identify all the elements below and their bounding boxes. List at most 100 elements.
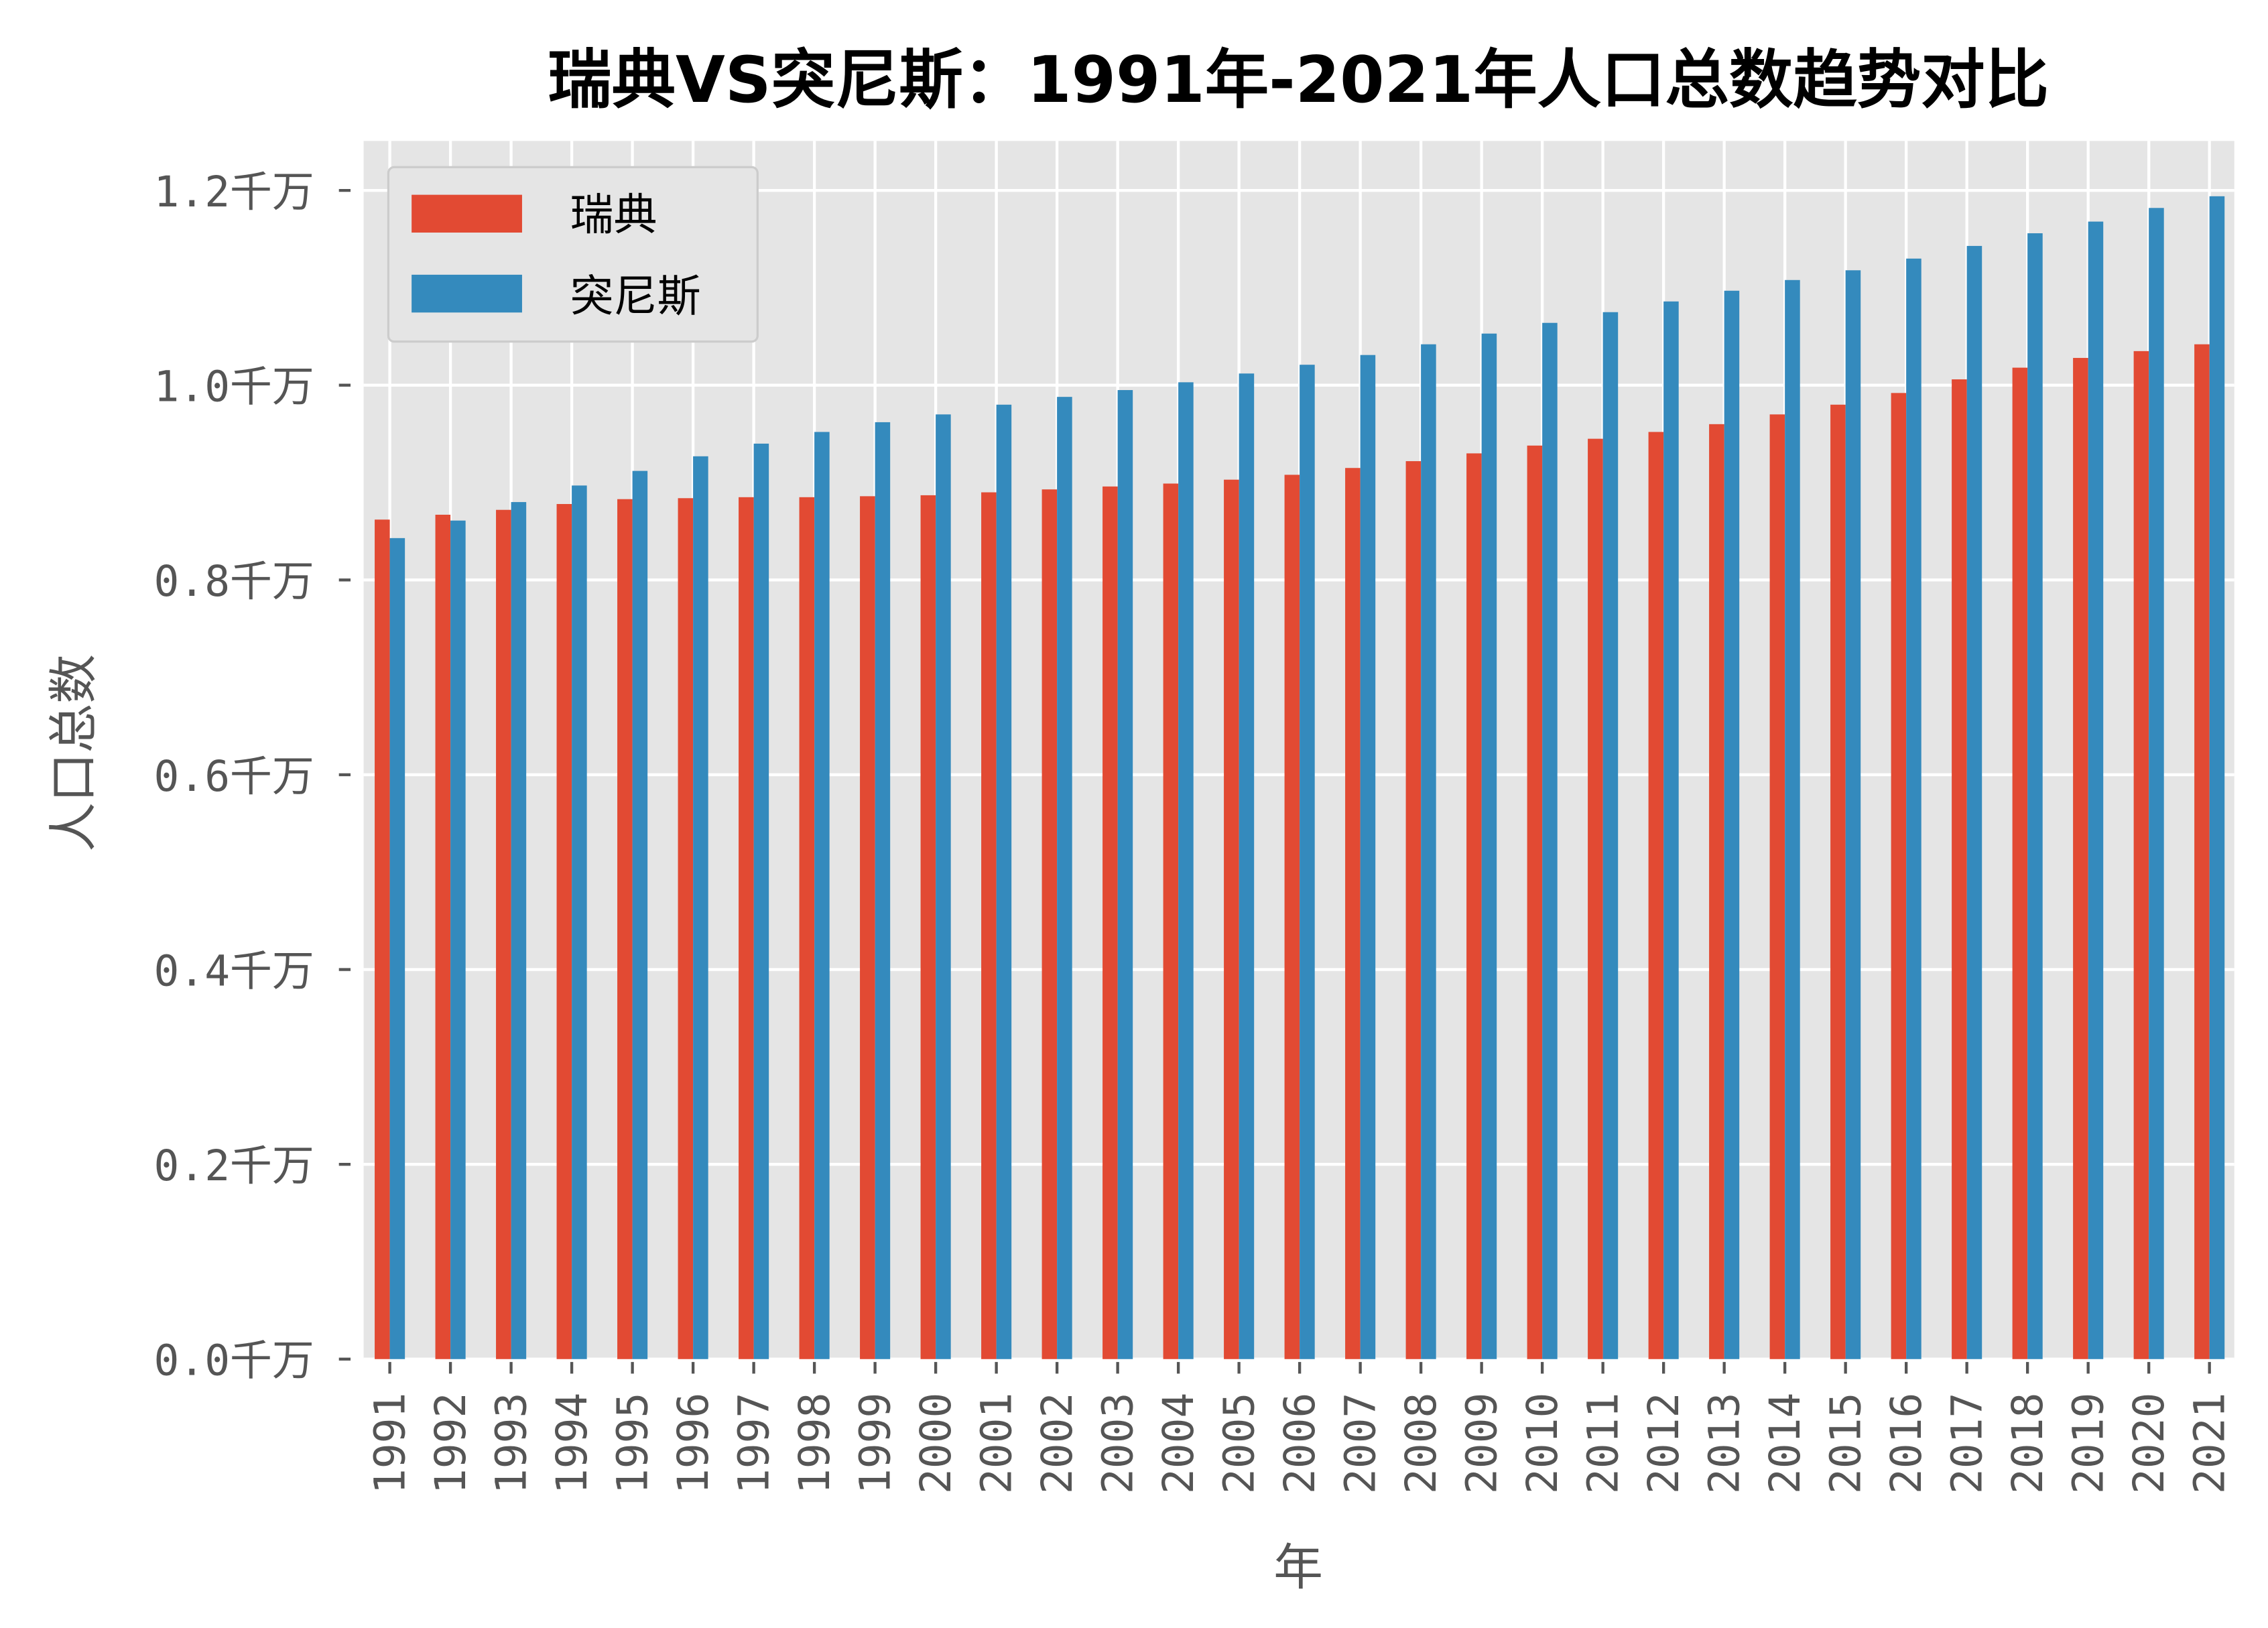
bar-tunisia-1993 xyxy=(511,502,527,1359)
y-tick-label: 0.6千万 xyxy=(154,752,314,801)
x-tick-label: 1999 xyxy=(850,1393,899,1494)
bar-sweden-2016 xyxy=(1891,393,1907,1359)
x-tick-label: 2013 xyxy=(1700,1393,1749,1494)
bar-sweden-1993 xyxy=(496,509,511,1359)
x-tick-label: 2009 xyxy=(1457,1393,1506,1494)
x-tick-label: 1993 xyxy=(487,1393,536,1494)
x-tick-label: 2012 xyxy=(1639,1393,1688,1494)
x-tick-label: 1997 xyxy=(729,1393,778,1494)
bar-tunisia-2005 xyxy=(1239,373,1255,1359)
y-tick-label: 0.2千万 xyxy=(154,1141,314,1190)
bar-sweden-2017 xyxy=(1952,379,1967,1359)
bar-tunisia-1999 xyxy=(875,422,891,1359)
y-tick-label: 0.0千万 xyxy=(154,1336,314,1385)
bar-sweden-1991 xyxy=(375,519,390,1359)
x-tick-label: 2005 xyxy=(1214,1393,1263,1494)
x-tick-label: 1998 xyxy=(790,1393,839,1494)
x-tick-label: 2008 xyxy=(1397,1393,1446,1494)
chart-title: 瑞典VS突尼斯：1991年-2021年人口总数趋势对比 xyxy=(548,42,2049,117)
y-tick-label: 0.4千万 xyxy=(154,946,314,995)
bar-tunisia-2011 xyxy=(1602,312,1619,1359)
bar-tunisia-1996 xyxy=(693,456,708,1359)
bar-tunisia-2017 xyxy=(1966,245,1982,1359)
bar-tunisia-2009 xyxy=(1481,333,1497,1359)
bar-sweden-2003 xyxy=(1102,486,1118,1359)
x-tick-label: 2020 xyxy=(2125,1393,2174,1494)
bar-tunisia-2015 xyxy=(1845,270,1861,1359)
bar-tunisia-2006 xyxy=(1300,365,1315,1359)
x-tick-label: 1995 xyxy=(608,1393,657,1494)
legend-label-sweden: 瑞典 xyxy=(570,190,657,241)
x-axis-label: 年 xyxy=(1273,1540,1323,1596)
x-tick-label: 2007 xyxy=(1336,1393,1385,1494)
bar-tunisia-1992 xyxy=(450,520,466,1359)
bar-tunisia-1997 xyxy=(753,443,769,1359)
x-tick-label: 1996 xyxy=(669,1393,718,1494)
x-tick-label: 2004 xyxy=(1154,1393,1203,1494)
y-axis: 0.0千万 0.2千万 0.4千万 0.6千万 0.8千万 1.0千万 1.2千万 xyxy=(154,168,351,1385)
bar-sweden-2012 xyxy=(1648,432,1664,1359)
bar-sweden-2014 xyxy=(1769,414,1785,1359)
bar-sweden-2020 xyxy=(2133,351,2149,1359)
y-tick-label: 1.0千万 xyxy=(154,363,314,412)
bar-tunisia-1995 xyxy=(632,471,648,1359)
x-tick-label: 2021 xyxy=(2185,1393,2234,1494)
bar-sweden-1992 xyxy=(435,514,451,1359)
bar-sweden-2021 xyxy=(2194,344,2210,1359)
bar-sweden-1994 xyxy=(556,503,572,1359)
bar-sweden-1999 xyxy=(860,496,875,1359)
legend-label-tunisia: 突尼斯 xyxy=(570,271,701,322)
bar-sweden-2011 xyxy=(1588,438,1603,1359)
x-tick-label: 2019 xyxy=(2064,1393,2113,1494)
legend-swatch-tunisia xyxy=(412,274,522,313)
bar-tunisia-2020 xyxy=(2149,208,2164,1359)
x-tick-label: 2014 xyxy=(1761,1393,1810,1494)
bar-sweden-2001 xyxy=(981,492,997,1359)
bar-sweden-2018 xyxy=(2012,367,2028,1359)
bar-tunisia-1991 xyxy=(389,538,405,1359)
x-tick-label: 2016 xyxy=(1882,1393,1931,1494)
x-tick-label: 2006 xyxy=(1275,1393,1324,1494)
bar-tunisia-2004 xyxy=(1178,382,1194,1359)
x-tick-label: 2011 xyxy=(1578,1393,1627,1494)
bar-sweden-2008 xyxy=(1405,461,1422,1359)
bar-tunisia-2003 xyxy=(1117,389,1133,1359)
bar-tunisia-2001 xyxy=(996,404,1012,1359)
bar-tunisia-2007 xyxy=(1360,355,1376,1359)
bars xyxy=(375,196,2225,1359)
x-tick-label: 2002 xyxy=(1033,1393,1082,1494)
bar-sweden-2002 xyxy=(1042,489,1058,1359)
bar-sweden-2004 xyxy=(1163,483,1179,1359)
bar-tunisia-1998 xyxy=(814,432,830,1359)
legend: 瑞典 突尼斯 xyxy=(387,166,759,343)
bar-tunisia-2014 xyxy=(1785,279,1800,1359)
bar-sweden-2019 xyxy=(2073,358,2088,1359)
bar-tunisia-2018 xyxy=(2027,233,2043,1359)
bar-sweden-2000 xyxy=(920,495,936,1359)
bar-sweden-2009 xyxy=(1466,453,1482,1359)
x-tick-label: 2017 xyxy=(1942,1393,1991,1494)
bar-tunisia-2008 xyxy=(1421,344,1436,1359)
bar-tunisia-2012 xyxy=(1663,301,1679,1359)
bar-tunisia-2002 xyxy=(1057,397,1072,1359)
legend-swatch-sweden xyxy=(412,194,522,233)
bar-tunisia-2010 xyxy=(1542,322,1558,1359)
x-tick-label: 2000 xyxy=(911,1393,960,1494)
x-tick-label: 2018 xyxy=(2003,1393,2052,1494)
bar-tunisia-2013 xyxy=(1724,290,1740,1359)
bar-sweden-2007 xyxy=(1345,468,1361,1359)
bar-sweden-2005 xyxy=(1224,479,1239,1359)
bar-sweden-2013 xyxy=(1709,424,1724,1359)
x-axis: 1991 1992 1993 1994 1995 1996 1997 1998 1999 2000… xyxy=(365,1362,2234,1494)
bar-sweden-2015 xyxy=(1830,404,1846,1359)
bar-sweden-1998 xyxy=(799,497,815,1359)
bar-sweden-2010 xyxy=(1527,445,1543,1359)
x-tick-label: 2003 xyxy=(1093,1393,1142,1494)
bar-tunisia-2019 xyxy=(2088,221,2104,1359)
y-axis-label: 人口总数 xyxy=(46,654,103,852)
y-tick-label: 0.8千万 xyxy=(154,557,314,606)
x-tick-label: 2001 xyxy=(972,1393,1021,1494)
x-tick-label: 2015 xyxy=(1821,1393,1870,1494)
x-tick-label: 1994 xyxy=(548,1393,596,1494)
